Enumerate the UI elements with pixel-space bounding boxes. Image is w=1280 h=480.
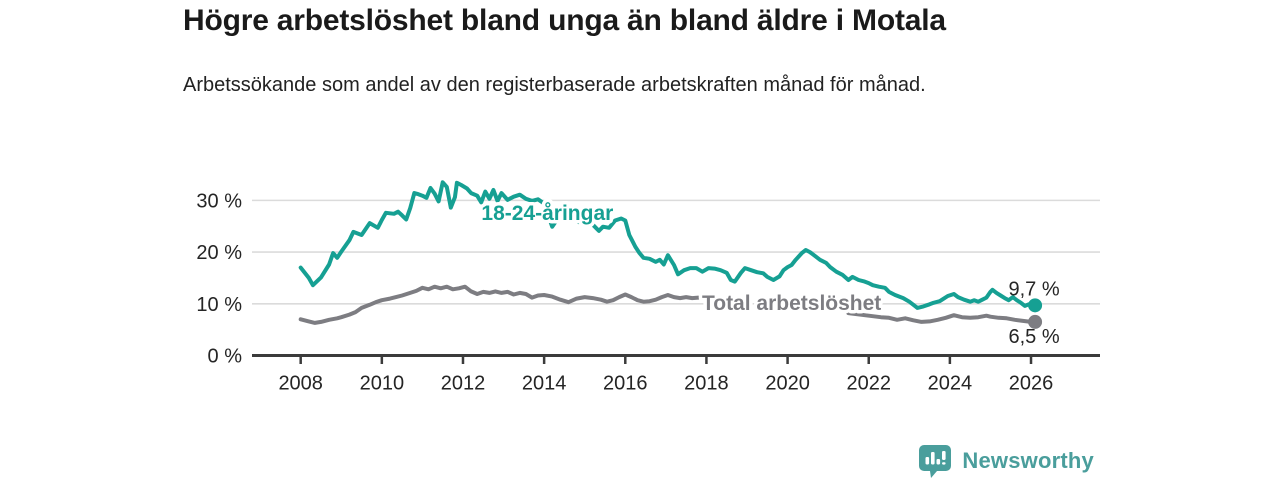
chart-subtitle: Arbetssökande som andel av den registerb…	[183, 74, 926, 96]
y-tick-label-10: 10 %	[196, 294, 242, 316]
x-tick-label-2022: 2022	[846, 373, 891, 395]
x-tick-label-2024: 2024	[928, 373, 973, 395]
x-tick-label-2014: 2014	[522, 373, 567, 395]
series-label-1: Total arbetslöshet	[702, 292, 881, 315]
x-tick-label-2018: 2018	[684, 373, 729, 395]
y-tick-label-20: 20 %	[196, 242, 242, 264]
x-tick-label-2010: 2010	[360, 373, 405, 395]
y-tick-label-30: 30 %	[196, 190, 242, 212]
x-tick-label-2012: 2012	[441, 373, 486, 395]
series-labels: 18-24-åringar 9,7 % Total arbetslöshet 6,5 …	[478, 198, 1060, 348]
newsworthy-logo: Newsworthy	[918, 444, 1094, 478]
data-series	[298, 180, 1043, 329]
end-value-label-0: 9,7 %	[1009, 278, 1060, 300]
newsworthy-bar-chart-icon	[919, 445, 952, 478]
gridlines: 0 % 10 % 20 % 30 %	[196, 190, 1100, 368]
x-tick-label-2008: 2008	[278, 373, 323, 395]
newsworthy-wordmark: Newsworthy	[962, 448, 1094, 473]
series-label-0: 18-24-åringar	[481, 202, 613, 225]
x-axis: 2008 2010 2012 2014 2016 2018 2020 2022 2024 2026	[252, 354, 1100, 395]
series-line-1-0	[298, 284, 701, 325]
end-value-label-1: 6,5 %	[1009, 326, 1060, 348]
series-line-0-0	[298, 180, 1038, 310]
x-tick-label-2016: 2016	[603, 373, 648, 395]
x-tick-label-2026: 2026	[1009, 373, 1054, 395]
series-line-1-1	[846, 311, 1038, 324]
page-title: Högre arbetslöshet bland unga än bland ä…	[183, 4, 946, 37]
x-tick-label-2020: 2020	[765, 373, 810, 395]
series-end-dot-1	[1028, 314, 1043, 329]
y-tick-label-0: 0 %	[208, 346, 243, 368]
series-end-dot-0	[1028, 298, 1043, 313]
